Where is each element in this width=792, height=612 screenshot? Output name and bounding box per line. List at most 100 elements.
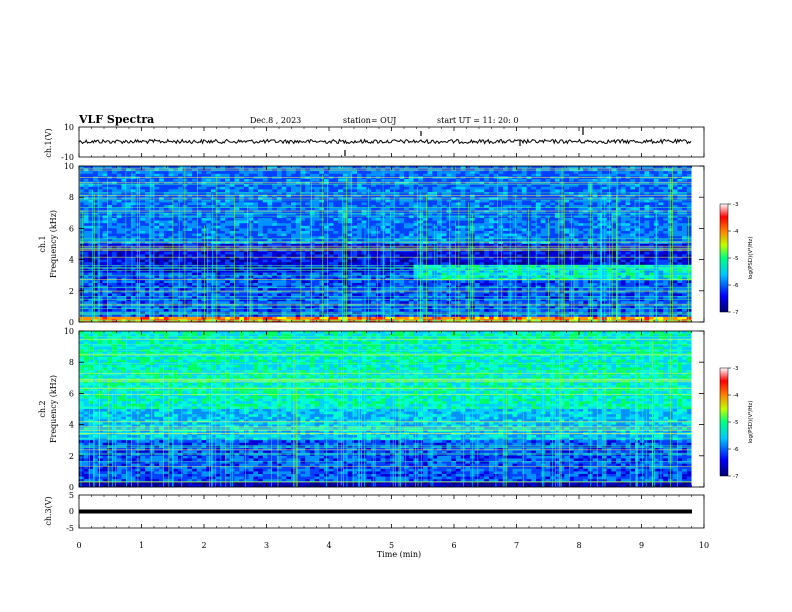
spectrogram-cell [395,202,400,205]
spectrogram-cell [362,176,367,179]
spectrogram-cell [126,273,131,276]
spectrogram-cell [395,273,400,276]
spectrogram-cell [117,301,122,304]
spectrogram-cell [305,231,310,234]
spectrogram-cell [409,254,414,257]
spectrogram-cell [117,210,122,213]
spectrogram-cell [456,234,461,237]
spectrogram-cell [409,293,414,296]
spectrogram-cell [103,273,108,276]
spectrogram-cell [348,218,353,221]
spectrogram-cell [178,171,183,174]
spectrogram-cell [84,231,89,234]
spectrogram-cell [296,231,301,234]
spectrogram-cell [173,221,178,224]
spectrogram-cell [385,228,390,231]
spectrogram-cell [202,184,207,187]
spectrogram-cell [253,254,258,257]
spectrogram-cell [98,293,103,296]
spectrogram-cell [187,286,192,289]
spectrogram-cell [348,254,353,257]
spectrogram-cell [456,184,461,187]
spectrogram-cell [296,202,301,205]
spectrogram-cell [461,189,466,192]
spectrogram-cell [140,197,145,200]
spectrogram-cell [211,213,216,216]
spectrogram-cell [272,189,277,192]
spectrogram-cell [324,187,329,190]
spectrogram-cell [315,314,320,317]
spectrogram-cell [362,174,367,177]
spectrogram-cell [131,213,136,216]
spectrogram-cell [98,197,103,200]
spectrogram-cell [352,301,357,304]
spectrogram-cell [442,260,447,263]
spectrogram-cell [93,280,98,283]
spectrogram-cell [329,228,334,231]
spectrogram-cell [428,208,433,211]
spectrogram-cell [296,280,301,283]
spectrogram-cell [103,283,108,286]
spectrogram-cell [399,221,404,224]
spectrogram-cell [169,171,174,174]
spectrogram-cell [395,234,400,237]
spectrogram-cell [305,286,310,289]
spectrogram-cell [126,293,131,296]
spectrogram-cell [348,317,353,320]
spectrogram-cell [385,221,390,224]
spectrogram-cell [432,208,437,211]
spectrogram-cell [329,208,334,211]
spectrogram-cell [234,213,239,216]
spectrogram-cell [428,283,433,286]
spectrogram-cell [437,184,442,187]
spectrogram-cell [258,273,263,276]
spectrogram-cell [362,213,367,216]
spectrogram-cell [131,171,136,174]
spectrogram-cell [267,210,272,213]
spectrogram-cell [239,288,244,291]
spectrogram-cell [131,262,136,265]
spectrogram-cell [338,192,343,195]
spectrogram-cell [366,226,371,229]
spectrogram-cell [423,273,428,276]
spectrogram-cell [432,184,437,187]
spectrogram-cell [117,262,122,265]
spectrogram-cell [107,189,112,192]
spectrogram-cell [173,273,178,276]
spectrogram-cell [192,293,197,296]
spectrogram-cell [154,273,159,276]
spectrogram-cell [272,184,277,187]
spectrogram-cell [310,278,315,281]
spectrogram-cell [234,179,239,182]
spectrogram-cell [286,317,291,320]
spectrogram-cell [272,179,277,182]
spectrogram-cell [220,262,225,265]
spectrogram-cell [366,223,371,226]
spectrogram-cell [291,286,296,289]
spectrogram-cell [253,184,258,187]
spectrogram-cell [456,228,461,231]
spectrogram-cell [154,280,159,283]
spectrogram-cell [423,309,428,312]
spectrogram-cell [286,187,291,190]
spectrogram-cell [187,187,192,190]
spectrogram-cell [286,171,291,174]
spectrogram-cell [258,301,263,304]
spectrogram-cell [461,179,466,182]
spectrogram-cell [112,189,117,192]
spectrogram-cell [178,273,183,276]
spectrogram-cell [371,210,376,213]
spectrogram-cell [315,301,320,304]
spectrogram-cell [220,293,225,296]
spectrogram-cell [395,189,400,192]
spectrogram-cell [329,218,334,221]
spectrogram-cell [117,314,122,317]
spectrogram-cell [470,166,475,169]
spectrogram-cell [140,293,145,296]
spectrogram-cell [461,184,466,187]
spectrogram-cell [291,202,296,205]
spectrogram-cell [145,197,150,200]
spectrogram-cell [319,213,324,216]
spectrogram-cell [399,213,404,216]
spectrogram-cell [338,166,343,169]
